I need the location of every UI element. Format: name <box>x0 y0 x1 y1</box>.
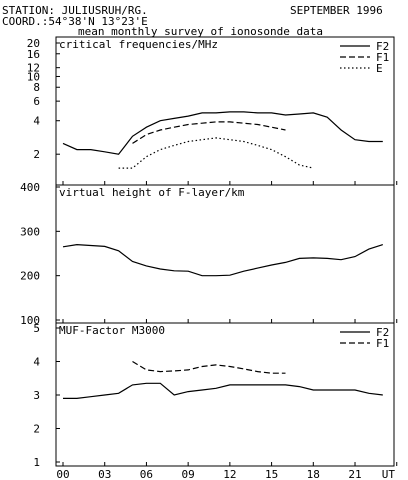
x-tick-label: 09 <box>182 468 195 480</box>
x-tick-label: 12 <box>223 468 236 480</box>
y-tick-label: 4 <box>33 356 40 369</box>
y-tick-label: 6 <box>33 95 40 108</box>
x-tick-label: 06 <box>140 468 153 480</box>
y-tick-label: 200 <box>20 270 40 283</box>
chart-subtitle: mean monthly survey of ionosonde data <box>78 25 324 38</box>
x-tick-label: 21 <box>348 468 361 480</box>
station-label: STATION: JULIUSRUH/RG. <box>2 4 148 17</box>
y-tick-label: 4 <box>33 115 40 128</box>
panel-title: virtual height of F-layer/km <box>59 186 245 199</box>
y-tick-label: 20 <box>27 37 40 50</box>
panel-frame <box>55 36 395 186</box>
panel-frame <box>55 184 395 324</box>
legend-label-f2: F2 <box>376 40 389 53</box>
series-line-e <box>118 137 314 169</box>
legend-label-f1: F1 <box>376 337 389 350</box>
coordinates-label: COORD.:54°38'N 13°23'E <box>2 15 148 28</box>
y-tick-label: 300 <box>20 225 40 238</box>
chart-panel-2: virtual height of F-layer/km 100 200 300 400 <box>20 181 398 327</box>
date-label: SEPTEMBER 1996 <box>290 4 383 17</box>
legend-label-f2: F2 <box>376 326 389 339</box>
series-line-height <box>62 243 383 277</box>
panel-title: critical frequencies/MHz <box>59 38 218 51</box>
series-line-f2 <box>62 111 383 155</box>
legend-label-e: E <box>376 62 383 75</box>
y-tick-label: 100 <box>20 314 40 327</box>
y-tick-label: 12 <box>27 62 40 75</box>
y-tick-label: 10 <box>27 70 40 83</box>
y-tick-label: 5 <box>33 322 40 335</box>
y-tick-label: 3 <box>33 389 40 402</box>
panel-title: MUF-Factor M3000 <box>59 324 165 337</box>
y-tick-label: 1 <box>33 456 40 469</box>
x-tick-label: UT <box>382 468 396 480</box>
y-tick-label: 2 <box>33 423 40 436</box>
legend-label-f1: F1 <box>376 51 389 64</box>
y-tick-label: 2 <box>33 148 40 161</box>
x-tick-label: 18 <box>307 468 320 480</box>
x-tick-label: 00 <box>56 468 69 480</box>
x-tick-label: 03 <box>98 468 111 480</box>
series-line-f1 <box>132 121 286 144</box>
x-tick-label: 15 <box>265 468 278 480</box>
y-tick-label: 400 <box>20 181 40 194</box>
y-tick-label: 8 <box>33 81 40 94</box>
series-line-f1 <box>132 360 286 374</box>
y-tick-label: 16 <box>27 48 40 61</box>
series-line-f2 <box>63 382 383 399</box>
